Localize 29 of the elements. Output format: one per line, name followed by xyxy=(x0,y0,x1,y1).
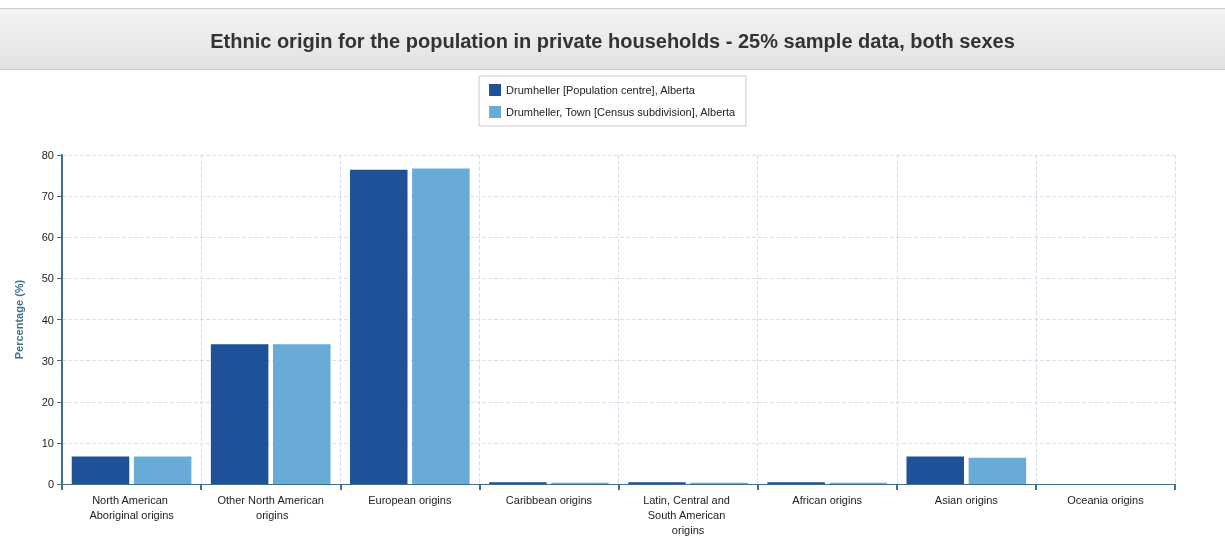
y-tick-label: 50 xyxy=(41,272,54,285)
legend-label: Drumheller, Town [Census subdivision], Alberta xyxy=(506,106,737,118)
bar xyxy=(968,457,1027,484)
bar xyxy=(210,344,269,484)
x-tick-label: Asian origins xyxy=(934,493,999,506)
y-tick-label: 10 xyxy=(41,436,54,449)
y-tick-label: 40 xyxy=(41,313,54,326)
bar xyxy=(133,456,192,484)
y-axis-title: Percentage (%) xyxy=(12,279,25,360)
x-tick-label: Latin, Central and South American origins xyxy=(643,493,734,536)
y-tick-label: 0 xyxy=(47,478,54,490)
bar xyxy=(71,456,130,484)
y-tick-label: 60 xyxy=(41,231,54,244)
x-tick-label: African origins xyxy=(792,493,863,506)
y-tick-label: 30 xyxy=(41,354,54,367)
y-tick-label: 70 xyxy=(41,190,54,203)
x-tick-label: North American Aboriginal origins xyxy=(89,493,175,521)
y-tick-label: 20 xyxy=(41,395,54,408)
x-tick-label: European origins xyxy=(368,493,452,506)
x-tick-label: Caribbean origins xyxy=(505,493,593,506)
bar xyxy=(412,168,470,484)
chart-title: Ethnic origin for the population in private households - 25% sample data, both sexes xyxy=(210,30,1015,52)
bar xyxy=(906,456,965,484)
bar xyxy=(272,344,331,484)
x-tick-label: Other North American origins xyxy=(217,493,324,521)
y-tick-label: 80 xyxy=(41,149,54,161)
bar xyxy=(349,169,408,484)
legend-label: Drumheller [Population centre], Alberta xyxy=(506,84,696,96)
x-tick-label: Oceania origins xyxy=(1067,493,1145,506)
